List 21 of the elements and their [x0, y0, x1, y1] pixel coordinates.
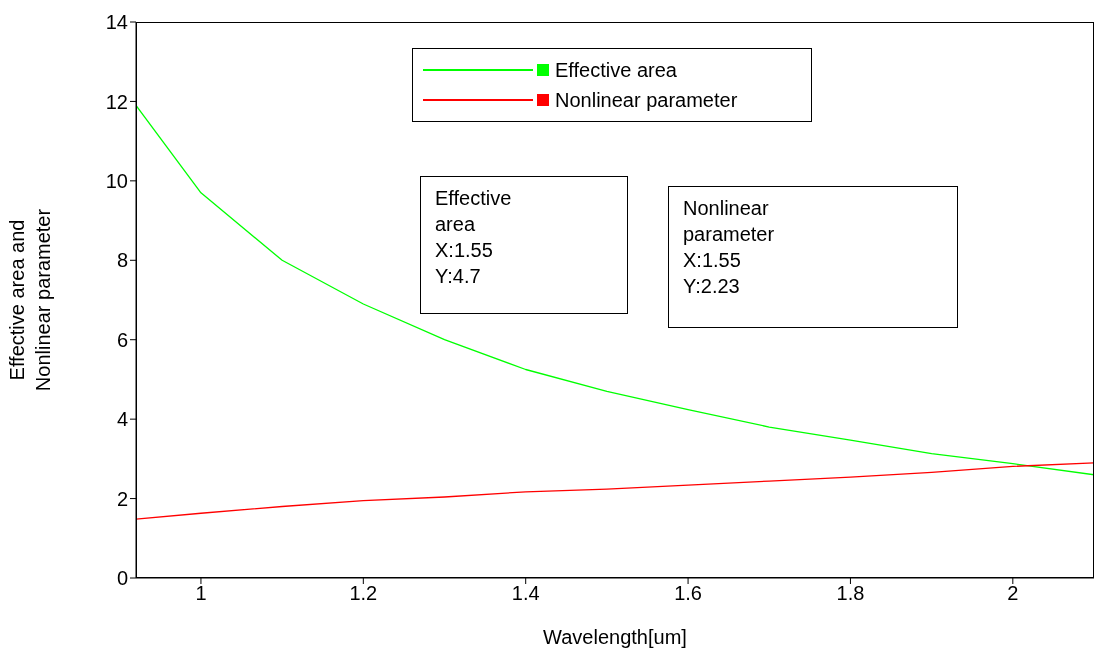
x-tick-label: 1.2 [349, 582, 378, 605]
x-tick-label: 1.8 [836, 582, 865, 605]
legend-label: Effective area [555, 58, 677, 83]
annotation: Nonlinear parameter X:1.55 Y:2.23 [668, 186, 958, 328]
y-tick-label: 10 [105, 169, 128, 192]
y-tick-label: 14 [105, 11, 128, 34]
x-tick-label: 1.4 [511, 582, 540, 605]
legend-label: Nonlinear parameter [555, 88, 738, 113]
y-tick-label: 8 [116, 249, 128, 272]
x-tick-label: 1 [195, 582, 207, 605]
y-axis-title: Effective area and Nonlinear parameter [6, 208, 54, 392]
annotation: Effective area X:1.55 Y:4.7 [420, 176, 628, 314]
y-tick-label: 6 [116, 328, 128, 351]
x-axis-title: Wavelength[um] [543, 626, 687, 648]
x-tick-label: 2 [1007, 582, 1019, 605]
x-tick-label: 1.6 [674, 582, 702, 605]
y-tick-label: 0 [116, 567, 128, 590]
y-tick-label: 2 [116, 487, 128, 510]
y-tick-label: 12 [105, 90, 128, 113]
y-tick-label: 4 [116, 408, 128, 431]
line-series [136, 462, 1094, 520]
